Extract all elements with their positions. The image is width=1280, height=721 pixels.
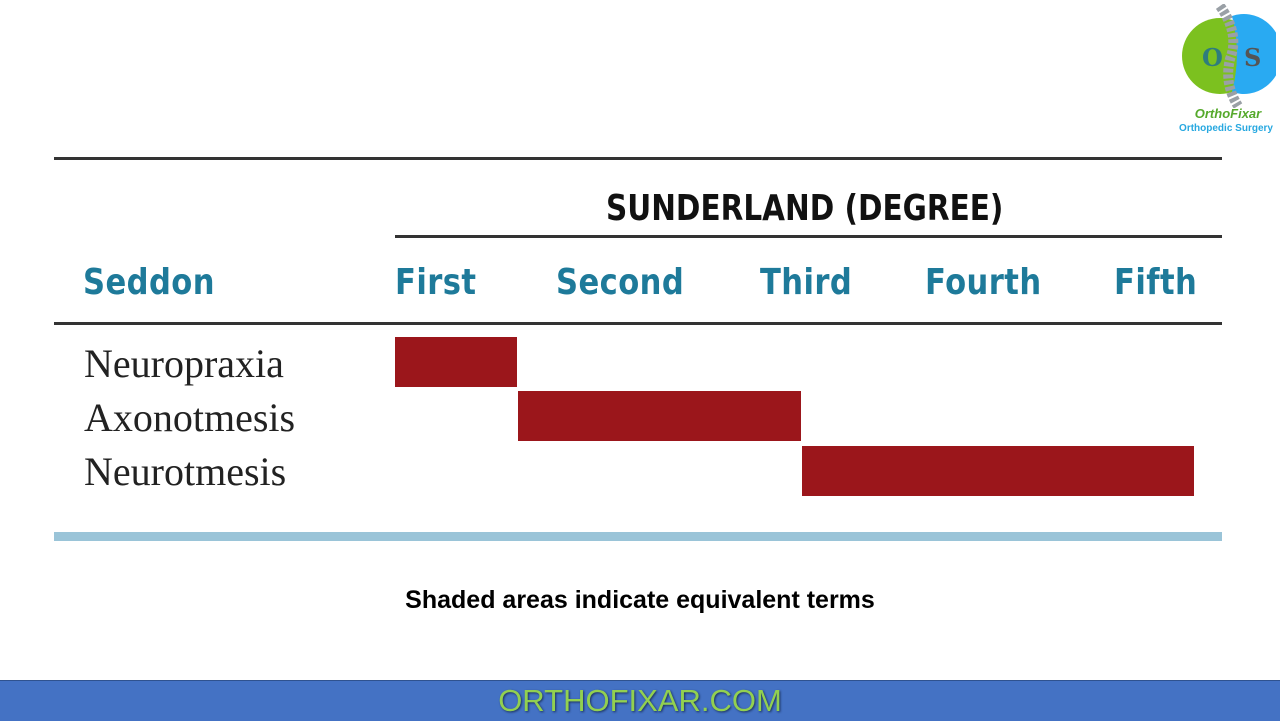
caption: Shaded areas indicate equivalent terms [405,586,875,614]
row-label-neurotmesis: Neurotmesis [84,449,287,494]
svg-text:O: O [1202,43,1223,72]
column-fourth: Fourth [925,262,1042,303]
column-first: First [395,262,477,303]
bottom-rule [54,532,1222,541]
shade-axonotmesis [518,391,801,441]
footer-site: ORTHOFIXAR.COM [498,683,782,718]
header-rule [54,322,1222,325]
logo-tagline: Orthopedic Surgery [1179,123,1273,134]
svg-text:S: S [1244,43,1261,72]
seddon-header: Seddon [83,262,215,303]
row-label-axonotmesis: Axonotmesis [84,395,296,440]
column-fifth: Fifth [1114,262,1198,303]
column-third: Third [760,262,853,303]
logo-name: OrthoFixar [1194,106,1262,121]
spine-logo-icon: O S [1182,3,1280,109]
orthofixar-logo: O S OrthoFixar Orthopedic Surgery [1179,3,1280,136]
footer-bar: ORTHOFIXAR.COM [0,680,1280,721]
row-label-neuropraxia: Neuropraxia [84,341,284,386]
sunderland-rule [395,235,1222,238]
top-rule [54,157,1222,160]
sunderland-header: SUNDERLAND (DEGREE) [606,188,1004,229]
shade-neurotmesis [802,446,1194,496]
column-second: Second [556,262,685,303]
shade-neuropraxia [395,337,517,387]
